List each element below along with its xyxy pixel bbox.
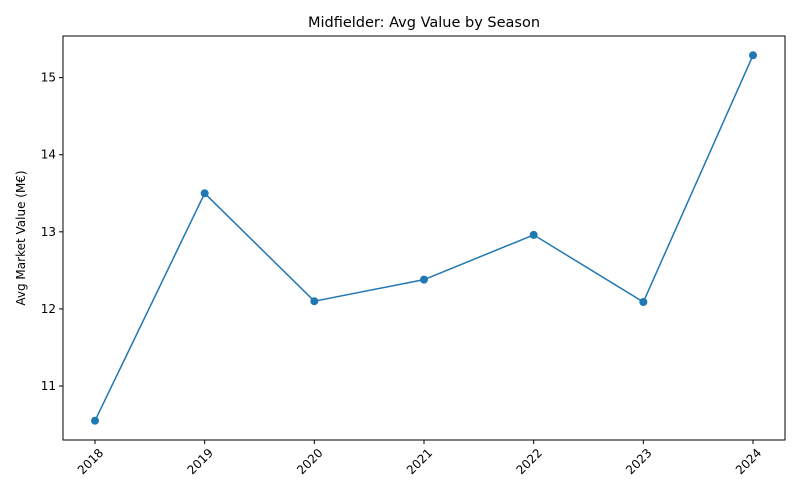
data-point: [200, 189, 209, 198]
data-point: [749, 51, 757, 60]
y-axis-label: Avg Market Value (M€): [14, 170, 28, 305]
data-point: [420, 275, 428, 284]
data-point: [529, 230, 538, 239]
y-axis-ticks: 11 12 13 14 15: [41, 71, 63, 393]
y-tick-label: 11: [41, 379, 56, 393]
data-point: [310, 297, 319, 306]
x-tick-label: 2021: [404, 446, 435, 477]
x-axis-ticks: 2018 2019 2020 2021 2022 2023 2024: [75, 440, 764, 477]
y-tick-label: 13: [41, 225, 56, 239]
x-tick-label: 2018: [75, 446, 106, 477]
data-point: [639, 297, 648, 306]
chart-title: Midfielder: Avg Value by Season: [308, 15, 540, 31]
data-point: [91, 416, 99, 425]
x-tick-label: 2020: [294, 446, 325, 477]
series-group: [91, 51, 757, 425]
x-tick-label: 2023: [623, 446, 654, 477]
y-tick-label: 12: [41, 302, 56, 316]
x-tick-label: 2022: [513, 446, 544, 477]
y-tick-label: 15: [41, 71, 56, 85]
y-tick-label: 14: [41, 148, 56, 162]
x-tick-label: 2024: [733, 446, 764, 477]
series-line: [94, 54, 754, 422]
x-tick-label: 2019: [184, 446, 215, 477]
plot-frame: [62, 35, 786, 441]
